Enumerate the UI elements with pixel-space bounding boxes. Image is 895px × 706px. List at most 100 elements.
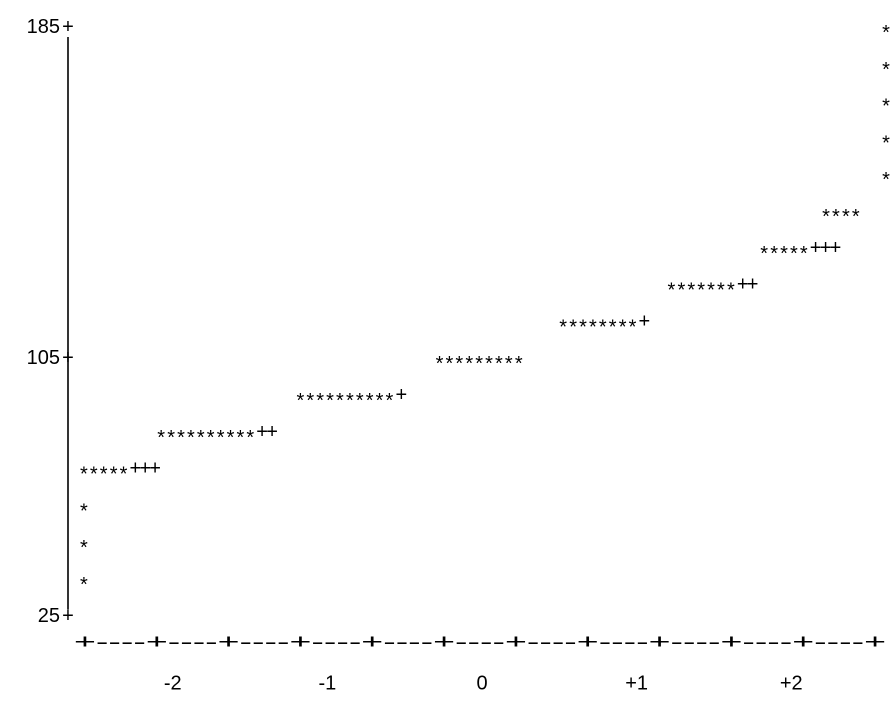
data-point: *	[356, 390, 364, 412]
data-point: *	[455, 353, 463, 375]
data-point: *	[717, 280, 725, 302]
data-row: *	[882, 96, 890, 118]
data-point: *	[90, 464, 98, 486]
data-point: *	[80, 574, 88, 596]
x-tick-label: +2	[780, 673, 803, 695]
data-row: * * * * * * * ++	[668, 274, 759, 302]
data-row: * * * *	[822, 206, 860, 228]
data-point: *	[366, 390, 374, 412]
data-point: *	[629, 316, 637, 338]
reference-marker: +	[139, 458, 151, 480]
data-point: *	[485, 353, 493, 375]
data-point: *	[207, 427, 215, 449]
data-point: *	[326, 390, 334, 412]
data-point: *	[120, 464, 128, 486]
data-point: *	[882, 132, 890, 154]
data-point: *	[668, 280, 676, 302]
data-point: *	[80, 537, 88, 559]
data-row: *	[882, 22, 890, 44]
data-point: *	[306, 390, 314, 412]
reference-marker: +	[810, 237, 822, 259]
data-point: *	[559, 316, 567, 338]
y-tick-label: 25	[38, 605, 60, 627]
data-point: *	[707, 280, 715, 302]
data-point: *	[100, 464, 108, 486]
data-point: *	[336, 390, 344, 412]
reference-marker: +	[130, 458, 142, 480]
data-point: *	[187, 427, 195, 449]
data-point: *	[727, 280, 735, 302]
y-tick-label: 105	[27, 347, 60, 369]
y-tick-mark: +	[62, 347, 74, 369]
data-point: *	[882, 169, 890, 191]
data-point: *	[446, 353, 454, 375]
data-point: *	[475, 353, 483, 375]
reference-marker: +	[820, 237, 832, 259]
data-point: *	[609, 316, 617, 338]
reference-marker: +	[266, 421, 278, 443]
x-tick-label: -2	[164, 673, 182, 695]
data-point: *	[677, 280, 685, 302]
x-tick-label: 0	[476, 673, 487, 695]
data-point: *	[832, 206, 840, 228]
x-axis-line: +----+----+----+----+----+----+----+----…	[74, 632, 886, 654]
data-point: *	[852, 206, 860, 228]
data-point: *	[217, 427, 225, 449]
data-point: *	[110, 464, 118, 486]
data-point: *	[197, 427, 205, 449]
data-row: *	[882, 169, 890, 191]
data-row: *	[80, 537, 88, 559]
data-point: *	[80, 500, 88, 522]
data-point: *	[800, 243, 808, 265]
reference-marker: +	[256, 421, 268, 443]
data-point: *	[296, 390, 304, 412]
y-tick-label: 185	[27, 16, 60, 38]
data-point: *	[842, 206, 850, 228]
reference-marker: +	[737, 274, 749, 296]
reference-marker: +	[747, 274, 759, 296]
data-point: *	[589, 316, 597, 338]
data-row: *	[882, 59, 890, 81]
reference-marker: +	[149, 458, 161, 480]
data-point: *	[697, 280, 705, 302]
data-row: * * * * * +++	[760, 237, 841, 265]
data-point: *	[790, 243, 798, 265]
data-point: *	[80, 464, 88, 486]
data-row: * * * * * * * * * * ++	[157, 421, 278, 449]
reference-marker: +	[830, 237, 842, 259]
y-tick-mark: +	[62, 16, 74, 38]
data-row: * * * * * * * * * * +	[296, 384, 407, 412]
data-row: * * * * * +++	[80, 458, 161, 486]
data-row: *	[80, 574, 88, 596]
data-row: *	[80, 500, 88, 522]
data-point: *	[780, 243, 788, 265]
data-point: *	[167, 427, 175, 449]
data-point: *	[822, 206, 830, 228]
data-point: *	[619, 316, 627, 338]
reference-marker: +	[639, 310, 651, 332]
data-point: *	[465, 353, 473, 375]
data-point: *	[227, 427, 235, 449]
data-point: *	[346, 390, 354, 412]
data-point: *	[386, 390, 394, 412]
data-row: * * * * * * * * *	[436, 353, 523, 375]
y-tick-mark: +	[62, 605, 74, 627]
data-point: *	[177, 427, 185, 449]
data-point: *	[882, 96, 890, 118]
data-point: *	[687, 280, 695, 302]
data-point: *	[569, 316, 577, 338]
data-point: *	[599, 316, 607, 338]
data-row: * * * * * * * * +	[559, 310, 650, 338]
x-tick-label: +1	[625, 673, 648, 695]
data-point: *	[157, 427, 165, 449]
data-point: *	[882, 59, 890, 81]
data-point: *	[316, 390, 324, 412]
data-point: *	[515, 353, 523, 375]
data-point: *	[505, 353, 513, 375]
data-point: *	[376, 390, 384, 412]
data-point: *	[436, 353, 444, 375]
data-point: *	[495, 353, 503, 375]
data-point: *	[237, 427, 245, 449]
data-point: *	[760, 243, 768, 265]
